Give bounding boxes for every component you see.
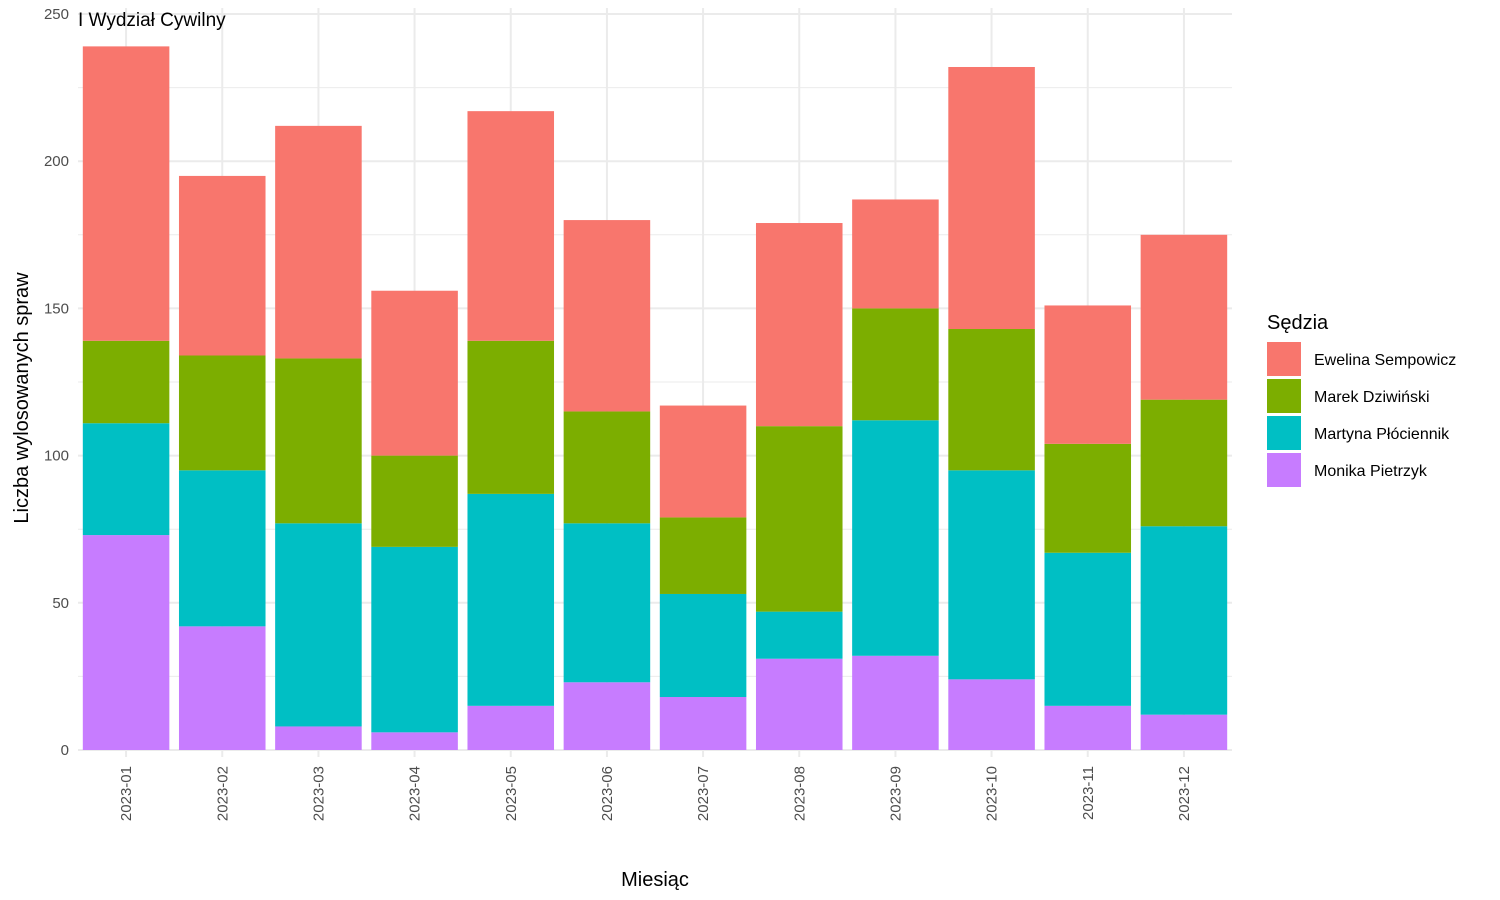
legend-item-label: Marek Dziwiński: [1314, 389, 1430, 406]
bar-segment: [659, 697, 747, 750]
legend-swatch: [1267, 379, 1301, 413]
bar-segment: [563, 220, 651, 412]
bar-segment: [852, 308, 939, 421]
bar-segment: [1140, 714, 1228, 750]
legend-swatch: [1267, 453, 1301, 487]
bar-segment: [275, 358, 362, 524]
x-tick-label: 2023-06: [599, 766, 616, 821]
x-tick-label: 2023-03: [310, 766, 327, 821]
bar-segment: [467, 493, 555, 706]
bar-segment: [371, 546, 458, 733]
x-tick-label: 2023-09: [887, 766, 904, 821]
bar-segment: [371, 290, 458, 456]
bar-segment: [755, 426, 843, 612]
bar-segment: [467, 340, 555, 494]
chart-title: I Wydział Cywilny: [78, 10, 226, 31]
bar-segment: [178, 175, 266, 356]
bar-segment: [755, 223, 843, 427]
bar-segment: [1140, 526, 1228, 715]
bar-segment: [82, 46, 170, 341]
x-tick-label: 2023-10: [984, 766, 1001, 821]
bar-segment: [659, 517, 747, 594]
bar-segment: [948, 329, 1035, 471]
bar-segment: [467, 111, 555, 341]
y-tick-label: 200: [44, 153, 69, 170]
legend: Sędzia Ewelina Sempowicz Marek Dziwiński M…: [1267, 312, 1456, 487]
x-tick-label: 2023-12: [1176, 766, 1193, 821]
x-tick-label: 2023-01: [118, 766, 135, 821]
bar-segment: [82, 535, 170, 750]
x-tick-label: 2023-07: [695, 766, 712, 821]
bar-segment: [178, 355, 266, 471]
bar-segment: [82, 423, 170, 536]
x-tick-label: 2023-04: [407, 766, 424, 821]
bar-segment: [467, 705, 555, 750]
y-tick-label: 250: [44, 6, 69, 23]
bar-segment: [563, 523, 651, 683]
y-tick-label: 150: [44, 300, 69, 317]
bar-segment: [755, 611, 843, 659]
bar-segment: [1140, 234, 1228, 400]
bar-segment: [852, 199, 939, 309]
bar-segment: [82, 340, 170, 424]
bar-segment: [948, 470, 1035, 680]
bar-segment: [1044, 305, 1132, 444]
bar-segment: [371, 455, 458, 547]
y-tick-label: 50: [52, 595, 69, 612]
x-tick-label: 2023-02: [214, 766, 231, 821]
bar-segment: [852, 655, 939, 750]
y-axis-ticks: 0 50 100 150 200 250: [44, 6, 69, 759]
bar-segment: [563, 411, 651, 524]
legend-swatch: [1267, 342, 1301, 376]
bar-segment: [1044, 443, 1132, 553]
bar-segment: [1044, 705, 1132, 750]
bar-segment: [852, 420, 939, 656]
bar-segment: [275, 726, 362, 750]
bar-segment: [275, 523, 362, 727]
bar-segment: [563, 682, 651, 750]
legend-item-label: Ewelina Sempowicz: [1314, 352, 1456, 369]
y-tick-label: 100: [44, 448, 69, 465]
bar-segment: [659, 593, 747, 698]
bar-segment: [178, 626, 266, 750]
legend-title: Sędzia: [1267, 312, 1329, 334]
bar-segment: [948, 66, 1035, 330]
bar-segment: [1044, 552, 1132, 706]
x-axis-ticks: 2023-01 2023-02 2023-03 2023-04 2023-05 2023-…: [118, 766, 1193, 821]
bars: [82, 46, 1228, 750]
legend-item-label: Monika Pietrzyk: [1314, 463, 1428, 480]
bar-segment: [371, 732, 458, 750]
x-axis-title: Miesiąc: [621, 869, 689, 891]
legend-swatch: [1267, 416, 1301, 450]
bar-segment: [755, 658, 843, 750]
x-tick-label: 2023-08: [791, 766, 808, 821]
x-tick-label: 2023-11: [1080, 766, 1097, 820]
bar-segment: [659, 405, 747, 518]
legend-item-label: Martyna Płóciennik: [1314, 426, 1450, 443]
x-tick-label: 2023-05: [503, 766, 520, 821]
bar-segment: [178, 470, 266, 627]
bar-segment: [1140, 399, 1228, 527]
bar-segment: [948, 679, 1035, 750]
y-tick-label: 0: [61, 742, 69, 759]
bar-segment: [275, 125, 362, 359]
y-axis-title: Liczba wylosowanych spraw: [11, 272, 33, 524]
